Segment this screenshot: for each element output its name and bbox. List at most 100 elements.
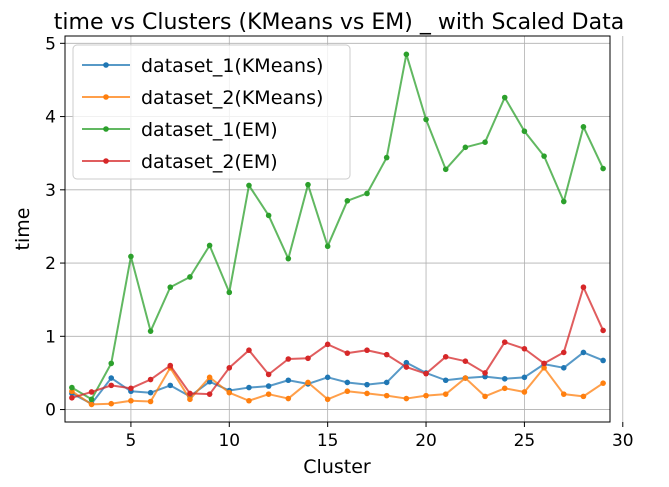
data-point <box>147 328 154 334</box>
data-point <box>580 284 587 291</box>
legend-label: dataset_1(EM) <box>141 119 278 141</box>
data-point <box>167 284 174 291</box>
data-point <box>108 375 115 381</box>
data-point <box>423 370 429 377</box>
x-tick-label: 5 <box>125 431 136 451</box>
x-tick-label: 15 <box>317 431 339 451</box>
data-point <box>364 390 370 397</box>
data-point <box>364 190 370 197</box>
series-line <box>71 53 605 401</box>
legend: dataset_1(KMeans) dataset_2(KMeans)datase… <box>72 44 351 180</box>
data-point <box>423 392 429 399</box>
y-tick-label: 1 <box>45 327 56 347</box>
data-point <box>305 181 311 188</box>
data-point <box>383 392 390 399</box>
x-tick-label: 20 <box>415 431 437 451</box>
series-dataset_1(EM) <box>69 51 606 403</box>
data-point <box>383 379 390 386</box>
data-point <box>344 350 351 356</box>
data-point <box>560 364 567 371</box>
legend-label: dataset_2(KMeans) <box>141 87 323 109</box>
data-point <box>206 391 213 397</box>
data-point <box>187 396 193 403</box>
data-point <box>305 355 311 362</box>
data-point <box>442 391 449 397</box>
data-point <box>364 381 370 388</box>
data-point <box>285 255 292 262</box>
data-point <box>482 139 488 146</box>
data-point <box>501 339 508 345</box>
data-point <box>580 349 587 356</box>
data-point <box>305 379 311 386</box>
x-tick-label: 10 <box>218 431 240 451</box>
legend-box <box>72 44 351 180</box>
legend-marker <box>103 158 109 164</box>
data-point <box>600 165 606 172</box>
data-point <box>560 198 567 205</box>
data-point <box>285 395 292 402</box>
data-point <box>128 253 134 260</box>
data-point <box>265 383 272 389</box>
data-point <box>69 395 75 401</box>
plot-frame <box>64 35 611 423</box>
x-axis-label: Cluster <box>303 456 371 478</box>
data-point <box>541 153 547 159</box>
data-point <box>482 393 488 400</box>
data-point <box>69 384 75 391</box>
data-point <box>482 370 488 376</box>
legend-marker <box>103 62 109 68</box>
data-point <box>442 354 449 360</box>
y-tick-label: 4 <box>45 108 56 128</box>
y-tick-label: 0 <box>45 401 56 421</box>
data-point <box>108 382 115 389</box>
legend-marker <box>103 94 109 100</box>
data-point <box>521 389 528 395</box>
data-point <box>541 360 547 367</box>
data-point <box>324 341 331 348</box>
data-point <box>403 359 410 366</box>
data-point <box>383 154 390 161</box>
data-point <box>88 401 95 408</box>
data-point <box>580 124 587 130</box>
legend-entry: dataset_1(KMeans) <box>82 55 323 77</box>
data-point <box>246 347 252 354</box>
y-tick-label: 5 <box>45 34 56 54</box>
data-point <box>364 347 370 354</box>
legend-entry: dataset_2(KMeans) <box>82 87 323 109</box>
data-point <box>147 389 154 396</box>
data-point <box>324 396 331 403</box>
data-point <box>521 374 528 381</box>
legend-label: dataset_2(EM) <box>141 151 278 173</box>
data-point <box>344 379 351 386</box>
x-tick-label: 25 <box>514 431 536 451</box>
legend-label: dataset_1(KMeans) <box>141 55 323 77</box>
data-point <box>285 377 292 384</box>
data-point <box>128 385 134 392</box>
data-point <box>462 375 469 381</box>
data-point <box>88 396 95 403</box>
legend-entry: dataset_1(EM) <box>82 119 278 141</box>
data-point <box>560 391 567 397</box>
data-point <box>108 360 115 367</box>
data-point <box>147 398 154 405</box>
y-axis-label: time <box>12 208 34 251</box>
data-point <box>344 388 351 395</box>
data-point <box>226 389 233 396</box>
legend-entry: dataset_2(EM) <box>82 151 278 173</box>
data-point <box>521 345 528 352</box>
data-point <box>88 389 95 395</box>
data-point <box>383 351 390 358</box>
series-line <box>71 351 604 405</box>
data-point <box>521 128 528 135</box>
data-point <box>442 377 449 384</box>
data-point <box>167 382 174 389</box>
data-point <box>246 384 252 391</box>
data-point <box>462 144 469 151</box>
data-point <box>501 94 508 101</box>
chart-title: time vs Clusters (KMeans vs EM) _ with S… <box>54 10 624 35</box>
data-point <box>108 400 115 407</box>
data-point <box>285 356 292 362</box>
data-point <box>246 397 252 404</box>
x-tick-label: 30 <box>612 431 634 451</box>
